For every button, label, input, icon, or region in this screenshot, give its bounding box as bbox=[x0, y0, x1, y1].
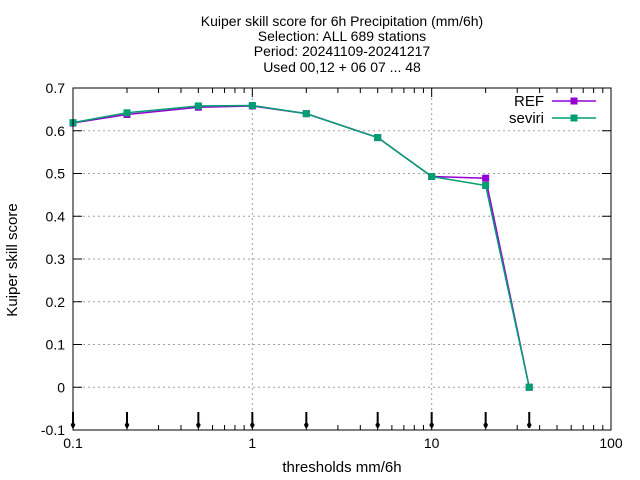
chart-title-line-3: Period: 20241109-20241217 bbox=[254, 43, 431, 59]
x-axis-label: thresholds mm/6h bbox=[282, 459, 401, 476]
y-tick-label: 0.5 bbox=[46, 166, 66, 182]
x-tick-label: 1 bbox=[248, 435, 256, 451]
series-line-seviri bbox=[72, 104, 530, 388]
plot-frame bbox=[72, 87, 612, 431]
y-tick-label: 0.1 bbox=[46, 337, 66, 353]
x-tick-label: 10 bbox=[424, 435, 440, 451]
chart-title-line-1: Kuiper skill score for 6h Precipitation … bbox=[201, 13, 483, 29]
threshold-marker-dot bbox=[124, 422, 130, 428]
threshold-marker-dot bbox=[527, 422, 532, 428]
series-line-ref bbox=[72, 105, 530, 388]
series-point-seviri bbox=[302, 110, 310, 118]
threshold-marker-dot bbox=[304, 422, 309, 428]
chart-title: Kuiper skill score for 6h Precipitation … bbox=[201, 13, 483, 75]
series-point-seviri bbox=[374, 134, 382, 142]
series-point-seviri bbox=[248, 102, 256, 110]
threshold-marker-dot bbox=[250, 422, 255, 428]
y-tick-label: 0.7 bbox=[46, 80, 66, 96]
series-point-seviri bbox=[482, 181, 490, 189]
series-point-seviri bbox=[428, 172, 436, 180]
data-series bbox=[69, 102, 533, 391]
y-tick-label: 0.2 bbox=[46, 294, 66, 310]
y-tick-label: 0.4 bbox=[46, 208, 66, 224]
y-tick-label: 0.3 bbox=[46, 251, 66, 267]
legend-marker-ref bbox=[570, 97, 578, 105]
series-point-ref bbox=[482, 174, 490, 182]
legend-label-seviri: seviri bbox=[509, 110, 544, 127]
y-tick-label: 0.6 bbox=[46, 123, 66, 139]
legend-label-ref: REF bbox=[514, 93, 544, 110]
threshold-marker-dot bbox=[196, 422, 201, 428]
x-tick-label: 0.1 bbox=[63, 435, 83, 451]
threshold-marker-dot bbox=[483, 422, 488, 428]
chart-title-line-4: Used 00,12 + 06 07 ... 48 bbox=[263, 59, 421, 75]
series-point-seviri bbox=[123, 109, 131, 117]
chart-title-line-2: Selection: ALL 689 stations bbox=[258, 28, 426, 44]
y-axis-label: Kuiper skill score bbox=[4, 203, 21, 316]
threshold-marker-dot bbox=[375, 422, 380, 428]
axis-ticks: -0.1 0 0.1 0.2 0.3 0.4 0.5 0.6 0.7 0.1 1 10 100 bbox=[41, 80, 623, 451]
series-point-seviri bbox=[194, 102, 202, 110]
x-tick-label: 100 bbox=[599, 435, 623, 451]
legend-marker-seviri bbox=[570, 114, 578, 122]
grid-lines bbox=[73, 88, 611, 430]
threshold-markers bbox=[70, 412, 532, 428]
series-point-seviri bbox=[525, 383, 533, 391]
threshold-marker-dot bbox=[429, 422, 434, 428]
y-tick-label: -0.1 bbox=[41, 422, 65, 438]
y-tick-label: 0 bbox=[57, 379, 65, 395]
